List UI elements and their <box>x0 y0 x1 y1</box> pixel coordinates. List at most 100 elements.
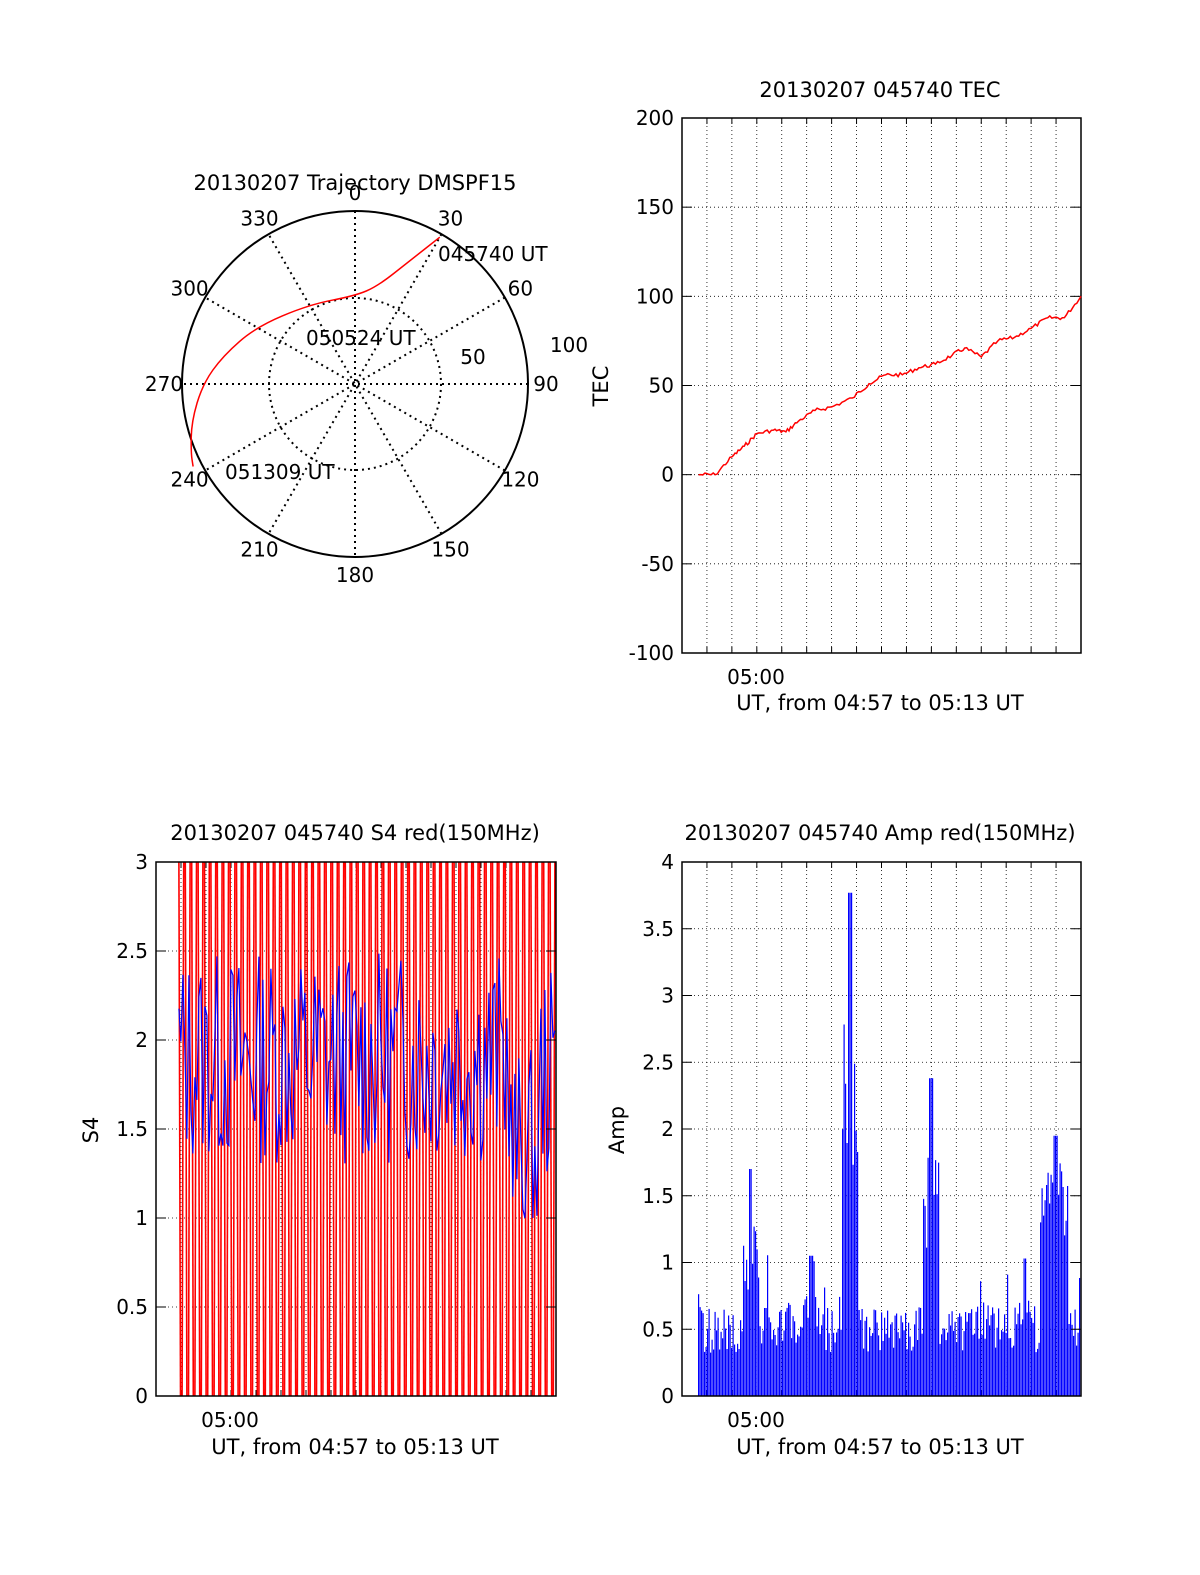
amp-ytick-label: 2.5 <box>642 1050 674 1074</box>
s4-ylabel: S4 <box>79 1117 103 1144</box>
polar-spoke-120 <box>204 296 506 472</box>
s4-red-segment <box>299 861 303 1397</box>
s4-red-segment <box>395 861 399 1397</box>
s4-red-segment <box>485 861 489 1397</box>
s4-red-segment <box>309 861 313 1397</box>
trajectory-end-label: 051309 UT <box>225 460 335 484</box>
s4-red-segment <box>376 861 380 1397</box>
s4-red-segment <box>459 861 463 1397</box>
s4-red-segment <box>491 861 495 1397</box>
s4-red-segment <box>430 861 435 1397</box>
amp-ytick-label: 4 <box>661 850 674 874</box>
polar-az-label-180: 180 <box>336 563 374 587</box>
s4-red-segment <box>542 861 547 1397</box>
tec-ytick-label: 50 <box>649 374 674 398</box>
s4-ytick-label: 2 <box>135 1028 148 1052</box>
s4-red-segment <box>338 861 342 1397</box>
s4-red-segment <box>421 861 425 1397</box>
s4-red-segment <box>366 861 371 1397</box>
s4-red-segment <box>523 861 527 1397</box>
s4-red-segment <box>344 861 348 1397</box>
s4-red-segment <box>414 861 419 1397</box>
s4-red-segment <box>427 861 431 1397</box>
s4-red-segment <box>488 861 492 1397</box>
s4-red-segment <box>418 861 422 1397</box>
amp-x-tick-0500: 05:00 <box>727 1408 785 1432</box>
tec-ytick-label: 0 <box>661 463 674 487</box>
s4-red-segment <box>382 861 387 1397</box>
s4-ytick-label: 1.5 <box>116 1117 148 1141</box>
s4-red-segment <box>389 861 393 1397</box>
polar-inner-circle <box>268 297 442 471</box>
polar-az-label-240: 240 <box>170 468 208 492</box>
polar-az-label-90: 90 <box>533 372 558 396</box>
s4-red-segment <box>386 861 390 1397</box>
s4-red-segment <box>424 861 428 1397</box>
s4-red-segment <box>370 861 374 1397</box>
s4-red-segment <box>504 861 508 1397</box>
polar-az-label-30: 30 <box>438 207 463 231</box>
s4-red-segment <box>190 861 195 1397</box>
s4-red-segment <box>357 861 361 1397</box>
polar-title: 20130207 Trajectory DMSPF15 <box>193 171 516 195</box>
s4-red-segment <box>235 861 239 1397</box>
tec-y-ticks: 200 150 100 50 0 -50 -100 <box>629 106 1081 665</box>
tec-ytick-label: 200 <box>636 106 674 130</box>
s4-ytick-label: 0.5 <box>116 1295 148 1319</box>
s4-red-segment <box>466 861 470 1397</box>
s4-red-segment <box>379 861 383 1397</box>
s4-red-segment <box>328 861 332 1397</box>
s4-red-segment <box>405 861 409 1397</box>
tec-xlabel: UT, from 04:57 to 05:13 UT <box>736 691 1024 715</box>
s4-red-segment <box>498 861 502 1397</box>
s4-red-segment <box>203 861 207 1397</box>
s4-red-segment <box>402 861 406 1397</box>
s4-red-segment <box>302 861 307 1397</box>
polar-az-label-300: 300 <box>170 277 208 301</box>
polar-az-label-270: 270 <box>145 372 183 396</box>
s4-red-segment <box>258 861 262 1397</box>
amp-ytick-label: 1.5 <box>642 1184 674 1208</box>
polar-spokes <box>182 211 528 557</box>
s4-red-segment <box>318 861 323 1397</box>
tec-series-line <box>698 295 1082 476</box>
tec-title: 20130207 045740 TEC <box>759 78 1000 102</box>
s4-red-segment <box>312 861 316 1397</box>
s4-red-segment <box>270 861 275 1397</box>
tec-ylabel: TEC <box>589 366 613 408</box>
s4-xlabel: UT, from 04:57 to 05:13 UT <box>211 1435 499 1459</box>
s4-red-segment <box>315 861 319 1397</box>
s4-red-segment <box>520 861 524 1397</box>
polar-radial-tick-100: 100 <box>550 333 588 357</box>
s4-red-segment <box>350 861 355 1397</box>
s4-red-segment <box>251 861 255 1397</box>
s4-plot: 20130207 045740 S4 red(150MHz) 3 2.5 2 1.5 1… <box>79 821 557 1459</box>
polar-spoke-60 <box>204 296 506 472</box>
polar-az-label-150: 150 <box>431 537 469 561</box>
s4-red-segment <box>197 861 201 1397</box>
s4-red-segment <box>331 861 335 1397</box>
s4-red-segment <box>194 861 198 1397</box>
polar-az-label-60: 60 <box>508 277 533 301</box>
s4-red-segment <box>280 861 284 1397</box>
polar-spoke-30 <box>267 233 443 535</box>
s4-red-segment <box>283 861 287 1397</box>
s4-red-segment <box>325 861 329 1397</box>
s4-red-segment <box>293 861 297 1397</box>
s4-red-segment <box>347 861 351 1397</box>
polar-az-label-120: 120 <box>501 468 539 492</box>
s4-red-segment <box>411 861 415 1397</box>
s4-red-segment <box>277 861 281 1397</box>
s4-red-segment <box>450 861 454 1397</box>
tec-ytick-label: 150 <box>636 195 674 219</box>
s4-red-segment <box>446 861 451 1397</box>
amp-blue-series <box>697 892 1081 1396</box>
s4-ytick-label: 2.5 <box>116 939 148 963</box>
amp-title: 20130207 045740 Amp red(150MHz) <box>684 821 1075 845</box>
trajectory-start-label: 045740 UT <box>438 242 548 266</box>
s4-red-segment <box>354 861 358 1397</box>
s4-ytick-label: 3 <box>135 850 148 874</box>
polar-az-label-0: 0 <box>349 181 362 205</box>
s4-red-segment <box>219 861 223 1397</box>
s4-red-segment <box>456 861 460 1397</box>
